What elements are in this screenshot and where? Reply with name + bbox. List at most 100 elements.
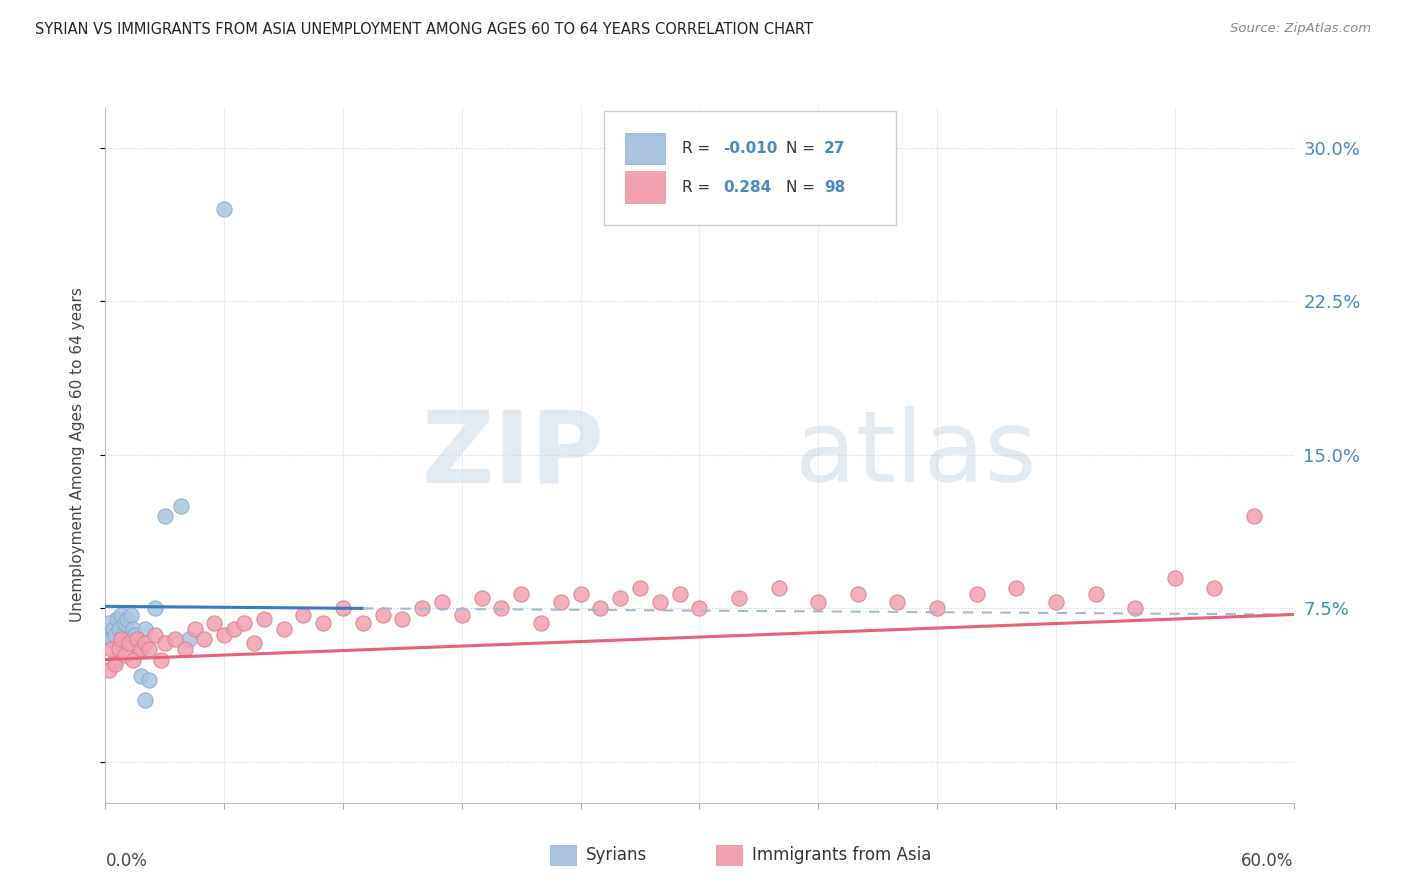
Text: 0.284: 0.284 xyxy=(723,179,772,194)
Point xyxy=(143,628,166,642)
Point xyxy=(104,652,127,666)
Point xyxy=(628,581,651,595)
Point xyxy=(143,601,166,615)
Point xyxy=(114,648,136,663)
Point xyxy=(491,601,513,615)
Point xyxy=(98,615,121,630)
Point xyxy=(153,509,176,524)
Point xyxy=(391,612,413,626)
Point xyxy=(202,615,225,630)
FancyBboxPatch shape xyxy=(550,845,576,865)
Point xyxy=(134,622,156,636)
Point xyxy=(471,591,494,606)
Point xyxy=(108,642,131,657)
Point xyxy=(127,632,149,646)
Point xyxy=(115,612,138,626)
Point xyxy=(371,607,394,622)
Point xyxy=(128,642,150,657)
Point xyxy=(569,587,592,601)
Point xyxy=(609,591,631,606)
Point xyxy=(177,632,200,646)
Point xyxy=(103,622,125,636)
Point xyxy=(1164,571,1187,585)
Text: Immigrants from Asia: Immigrants from Asia xyxy=(752,846,931,864)
Text: 98: 98 xyxy=(824,179,845,194)
Point xyxy=(312,615,335,630)
Point xyxy=(1123,601,1146,615)
Point xyxy=(104,628,127,642)
Point xyxy=(1204,581,1226,595)
Text: R =: R = xyxy=(682,179,720,194)
Point xyxy=(108,622,131,636)
Point xyxy=(332,601,354,615)
Text: N =: N = xyxy=(786,141,820,156)
Point xyxy=(807,595,830,609)
Point xyxy=(728,591,751,606)
Point xyxy=(118,632,141,646)
Point xyxy=(98,632,121,646)
Point xyxy=(253,612,276,626)
Point xyxy=(1005,581,1028,595)
Point xyxy=(450,607,472,622)
Point xyxy=(129,669,152,683)
Point xyxy=(193,632,215,646)
Point xyxy=(411,601,433,615)
Point xyxy=(105,612,128,626)
Text: N =: N = xyxy=(786,179,820,194)
Point xyxy=(114,615,136,630)
Point xyxy=(530,615,553,630)
Point xyxy=(550,595,572,609)
Point xyxy=(243,636,266,650)
Point xyxy=(163,632,186,646)
Text: 0.0%: 0.0% xyxy=(105,852,148,870)
FancyBboxPatch shape xyxy=(624,133,665,164)
Point xyxy=(1084,587,1107,601)
Point xyxy=(110,632,132,646)
Point xyxy=(668,587,690,601)
Point xyxy=(100,632,122,646)
Point xyxy=(925,601,948,615)
Point xyxy=(886,595,908,609)
Point xyxy=(173,642,195,657)
Point xyxy=(648,595,671,609)
Point xyxy=(510,587,533,601)
FancyBboxPatch shape xyxy=(605,111,896,226)
Point xyxy=(118,636,141,650)
Point xyxy=(110,632,132,646)
Point xyxy=(1045,595,1067,609)
Point xyxy=(224,622,246,636)
FancyBboxPatch shape xyxy=(624,171,665,202)
Text: ZIP: ZIP xyxy=(422,407,605,503)
Point xyxy=(689,601,711,615)
Point xyxy=(292,607,315,622)
Point xyxy=(589,601,612,615)
Point xyxy=(352,615,374,630)
Point xyxy=(104,657,127,671)
Point xyxy=(120,607,142,622)
Point xyxy=(98,663,121,677)
Text: R =: R = xyxy=(682,141,714,156)
Point xyxy=(138,673,160,687)
Point xyxy=(129,642,152,657)
Y-axis label: Unemployment Among Ages 60 to 64 years: Unemployment Among Ages 60 to 64 years xyxy=(70,287,84,623)
Text: 60.0%: 60.0% xyxy=(1241,852,1294,870)
Text: 27: 27 xyxy=(824,141,845,156)
Point xyxy=(138,642,160,657)
Text: Syrians: Syrians xyxy=(585,846,647,864)
Point xyxy=(122,622,145,636)
Text: -0.010: -0.010 xyxy=(723,141,778,156)
Point xyxy=(430,595,453,609)
Point xyxy=(214,628,236,642)
Point xyxy=(233,615,256,630)
Point xyxy=(273,622,295,636)
Point xyxy=(768,581,790,595)
Point xyxy=(966,587,988,601)
Text: Source: ZipAtlas.com: Source: ZipAtlas.com xyxy=(1230,22,1371,36)
Text: atlas: atlas xyxy=(794,407,1036,503)
Point xyxy=(122,652,145,666)
Point xyxy=(183,622,205,636)
Point xyxy=(124,628,146,642)
Point xyxy=(110,607,132,622)
Point xyxy=(153,636,176,650)
Point xyxy=(149,652,172,666)
